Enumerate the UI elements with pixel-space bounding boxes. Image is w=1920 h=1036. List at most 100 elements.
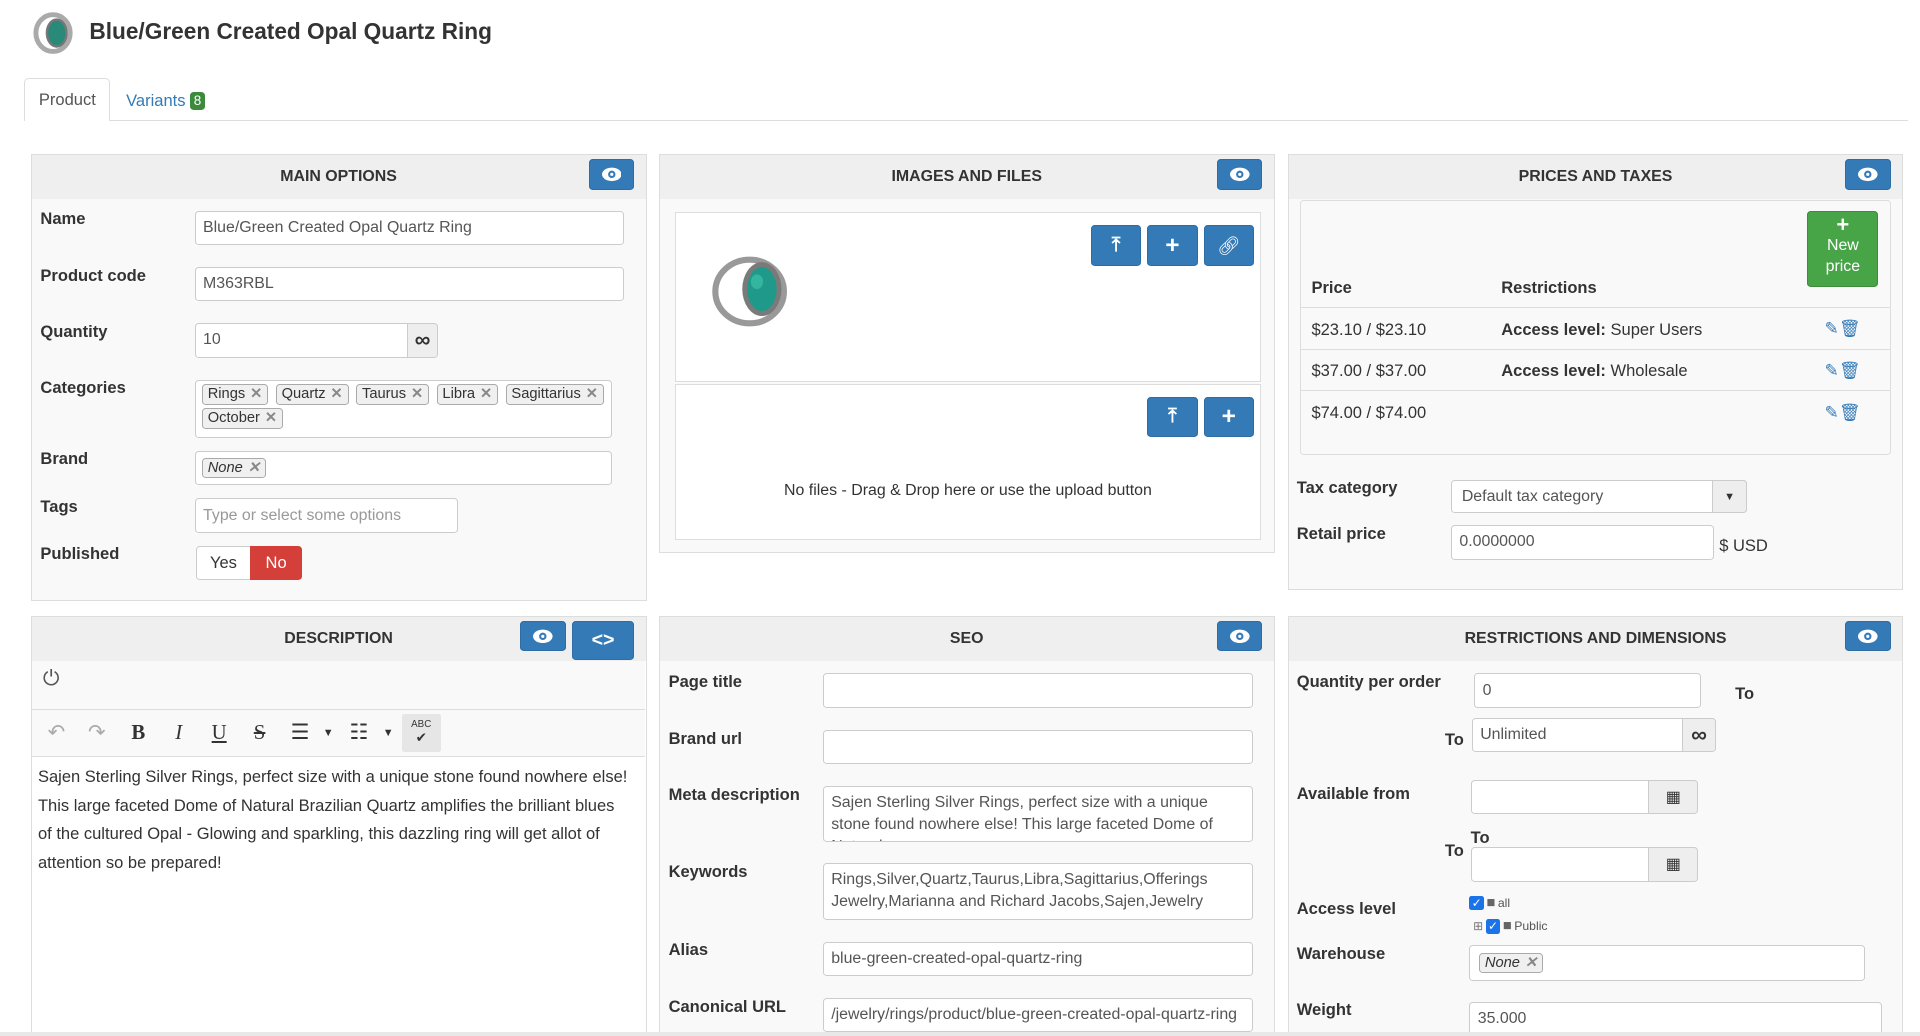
trash-icon[interactable]: 🗑︎ [1838,360,1861,380]
source-code-button[interactable]: <> [571,620,635,660]
chevron-down-icon[interactable]: ▼ [1711,480,1748,514]
trash-icon[interactable]: 🗑︎ [1838,318,1861,339]
remove-icon[interactable]: ✕ [410,386,424,403]
keywords-textarea[interactable]: Rings,Silver,Quartz,Taurus,Libra,Sagitta… [822,863,1253,920]
product-image[interactable] [708,245,799,333]
upload-image-button[interactable]: ⤒ [1091,225,1142,266]
canonical-url-input[interactable]: /jewelry/rings/product/blue-green-create… [822,997,1253,1033]
remove-icon[interactable]: ✕ [1524,954,1538,971]
quantity-input[interactable]: 10 [194,323,408,358]
remove-icon[interactable]: ✕ [585,386,599,403]
weight-input[interactable]: 35.000 [1469,1001,1883,1036]
calendar-icon[interactable]: ▦ [1648,780,1699,815]
toggle-visibility-button[interactable] [1845,159,1891,190]
toggle-visibility-button[interactable] [588,159,635,190]
underline-button[interactable]: U [211,720,227,745]
keywords-label: Keywords [668,862,748,882]
available-to-input[interactable] [1470,847,1650,882]
folder-icon: ■ [1486,895,1496,912]
remove-icon[interactable]: ✕ [479,386,493,403]
remove-icon[interactable]: ✕ [250,386,263,403]
toggle-visibility-button[interactable] [520,620,566,652]
warehouse-select[interactable]: None ✕ [1469,945,1865,981]
redo-icon[interactable]: ↷ [88,721,106,745]
toggle-visibility-button[interactable] [1217,159,1263,190]
access-level-all: ✓ ■ all [1469,895,1510,911]
panel-title: PRICES AND TAXES [1289,155,1902,200]
toggle-visibility-button[interactable] [1217,620,1263,652]
categories-select[interactable]: Rings ✕ Quartz ✕ Taurus ✕ Libra ✕ Sagittarius ✕ Oc… [194,379,613,439]
plus-icon: + [1221,402,1236,430]
numbered-list-icon[interactable]: ☰ [290,721,310,745]
brand-label: Brand [40,449,89,469]
canonical-url-label: Canonical URL [668,996,787,1016]
unlimited-quantity-button[interactable]: ∞ [1682,717,1716,752]
alias-input[interactable]: blue-green-created-opal-quartz-ring [822,941,1253,976]
quantity-per-order-label: Quantity per order [1296,672,1441,692]
meta-description-textarea[interactable]: Sajen Sterling Silver Rings, perfect siz… [822,786,1253,843]
expand-icon[interactable]: ⊞ [1473,919,1484,934]
max-quantity-input[interactable]: Unlimited [1471,717,1684,752]
tab-variants[interactable]: Variants 8 [126,91,205,111]
edit-icon[interactable]: ✎ [1824,401,1839,422]
spellcheck-button[interactable]: ABC ✔ [401,713,441,752]
to-label: To [1735,684,1755,704]
italic-button[interactable]: I [175,720,183,745]
eye-icon [533,629,553,643]
checkbox-checked[interactable]: ✓ [1469,895,1485,911]
description-editor[interactable]: Sajen Sterling Silver Rings, perfect siz… [37,766,628,873]
prices-table [1300,199,1891,456]
restrictions-column-header: Restrictions [1501,277,1597,297]
product-thumbnail [31,11,75,55]
toggle-visibility-button[interactable] [1845,620,1891,652]
bullet-list-icon[interactable]: ☷ [349,721,369,745]
add-image-url-button[interactable]: 🔗︎ [1203,225,1254,266]
name-input[interactable]: Blue/Green Created Opal Quartz Ring [194,210,625,245]
remove-icon[interactable]: ✕ [330,386,343,403]
brand-select[interactable]: None ✕ [194,450,613,485]
undo-icon[interactable]: ↶ [47,721,66,745]
no-files-message: No files - Drag & Drop here or use the u… [784,482,1152,500]
published-yes-button[interactable]: Yes [195,546,251,581]
upload-file-button[interactable]: ⤒ [1147,396,1198,438]
chevron-down-icon[interactable]: ▼ [382,726,394,739]
remove-icon[interactable]: ✕ [247,459,261,476]
add-file-button[interactable]: + [1203,396,1254,438]
tab-product[interactable]: Product [24,78,111,122]
chevron-down-icon[interactable]: ▼ [322,726,334,739]
new-price-button[interactable]: + New price [1807,210,1879,287]
calendar-icon[interactable]: ▦ [1648,847,1699,882]
page-title-input[interactable] [822,673,1253,708]
strikethrough-button[interactable]: S [253,720,266,745]
eye-icon [1858,167,1878,182]
upload-icon: ⤒ [1168,405,1177,428]
price-row-actions: ✎🗑︎ [1825,360,1861,381]
available-from-input[interactable] [1470,780,1650,815]
edit-icon[interactable]: ✎ [1824,360,1839,380]
unlimited-quantity-button[interactable]: ∞ [406,323,439,358]
tags-label: Tags [40,497,78,517]
category-tag: Libra ✕ [436,384,499,405]
plus-icon: + [1836,212,1850,238]
add-image-button[interactable]: + [1147,225,1198,266]
bold-button[interactable]: B [131,720,146,745]
trash-icon[interactable]: 🗑︎ [1838,401,1861,422]
product-code-input[interactable]: M363RBL [194,266,625,302]
checkbox-checked[interactable]: ✓ [1485,919,1501,934]
edit-icon[interactable]: ✎ [1824,318,1839,339]
published-label: Published [40,543,120,563]
brand-url-input[interactable] [822,729,1253,765]
remove-icon[interactable]: ✕ [264,410,278,427]
power-icon[interactable]: ⏻ [42,667,60,691]
to-label: To [1470,827,1490,847]
published-no-button[interactable]: No [249,546,303,581]
access-level-public: ⊞ ✓ ■ Public [1473,918,1548,935]
panel-title: IMAGES AND FILES [659,155,1274,200]
min-quantity-input[interactable]: 0 [1474,673,1701,708]
retail-price-input[interactable]: 0.0000000 [1451,525,1715,560]
tax-category-label: Tax category [1296,477,1398,497]
currency-label: $ USD [1719,536,1768,556]
tax-category-select[interactable]: Default tax category [1451,480,1748,514]
price-column-header: Price [1311,277,1352,297]
tags-input[interactable]: Type or select some options [194,498,458,533]
